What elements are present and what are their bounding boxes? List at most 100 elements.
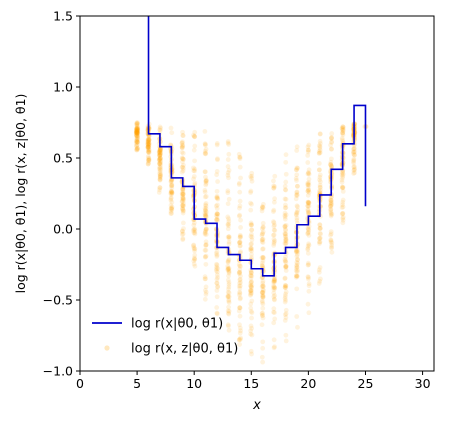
scatter-point [214,281,219,286]
scatter-point [272,174,277,179]
scatter-point [283,285,288,290]
scatter-point [294,286,299,291]
scatter-point [226,312,231,317]
scatter-point [238,314,243,319]
scatter-point [250,179,255,184]
scatter-point [192,253,197,258]
scatter-point [192,134,197,139]
scatter-point [272,278,277,283]
scatter-point [203,151,208,156]
scatter-point [157,185,162,190]
scatter-point [295,216,300,221]
scatter-point [158,165,163,170]
scatter-point [260,231,265,236]
x-axis-ticks: 0 5 10 15 20 25 30 [76,371,431,391]
scatter-point [226,152,231,157]
scatter-point [238,233,243,238]
scatter-point [204,204,209,209]
scatter-point [340,178,345,183]
scatter-point [203,297,208,302]
scatter-point [307,233,312,238]
x-tick-label: 10 [186,376,202,391]
scatter-point [203,195,208,200]
scatter-point [226,285,231,290]
scatter-point [180,207,185,212]
scatter-point [284,212,289,217]
scatter-point [249,349,254,354]
scatter-point [203,169,208,174]
scatter-point [214,251,219,256]
scatter-point [318,132,323,137]
scatter-point [329,238,334,243]
scatter-point [261,255,266,260]
scatter-point [250,333,255,338]
scatter-point [340,124,345,129]
scatter-point [248,242,253,247]
scatter-point [169,195,174,200]
scatter-point [237,214,242,219]
scatter-point [248,288,253,293]
scatter-point [192,148,197,153]
scatter-point [306,261,311,266]
scatter-point [307,281,312,286]
scatter-point [284,237,289,242]
scatter-point [340,185,345,190]
scatter-point [294,260,299,265]
scatter-point [260,360,265,365]
scatter-point [215,273,220,278]
scatter-point [227,197,232,202]
scatter-point [191,259,196,264]
scatter-point [238,225,243,230]
scatter-point [283,205,288,210]
scatter-point [249,299,254,304]
scatter-point [272,337,277,342]
scatter-point [261,294,266,299]
scatter-point [305,189,310,194]
scatter-point [260,247,265,252]
scatter-point [181,231,186,236]
scatter-point [215,179,220,184]
scatter-point [317,161,322,166]
scatter-point [260,302,265,307]
scatter-point [272,317,277,322]
scatter-point [294,254,299,259]
scatter-point [134,133,139,138]
scatter-point [306,226,311,231]
x-tick-label: 25 [358,376,374,391]
scatter-point [295,210,300,215]
scatter-point [180,237,185,242]
scatter-point [215,156,220,161]
scatter-point [248,293,253,298]
scatter-point [260,322,265,327]
scatter-point [295,268,300,273]
scatter-point [215,143,220,148]
scatter-point [226,235,231,240]
scatter-point [214,204,219,209]
scatter-point [295,325,300,330]
scatter-point [204,209,209,214]
scatter-point [295,274,300,279]
scatter-point [226,170,231,175]
scatter-point [284,172,289,177]
scatter-point [283,180,288,185]
scatter-point [203,255,208,260]
scatter-point [317,279,322,284]
scatter-point [340,202,345,207]
scatter-point [318,179,323,184]
scatter-point [250,238,255,243]
scatter-point [191,227,196,232]
scatter-point [272,345,277,350]
scatter-point [180,196,185,201]
scatter-point [146,150,151,155]
scatter-point [329,212,334,217]
scatter-point [169,191,174,196]
y-tick-label: 1.5 [53,9,73,24]
scatter-point [330,250,335,255]
scatter-point [238,274,243,279]
scatter-point [272,220,277,225]
scatter-point [248,174,253,179]
legend-line-label: log r(x|θ0, θ1) [131,317,223,332]
scatter-point [158,178,163,183]
scatter-point [227,242,232,247]
scatter-point [272,285,277,290]
